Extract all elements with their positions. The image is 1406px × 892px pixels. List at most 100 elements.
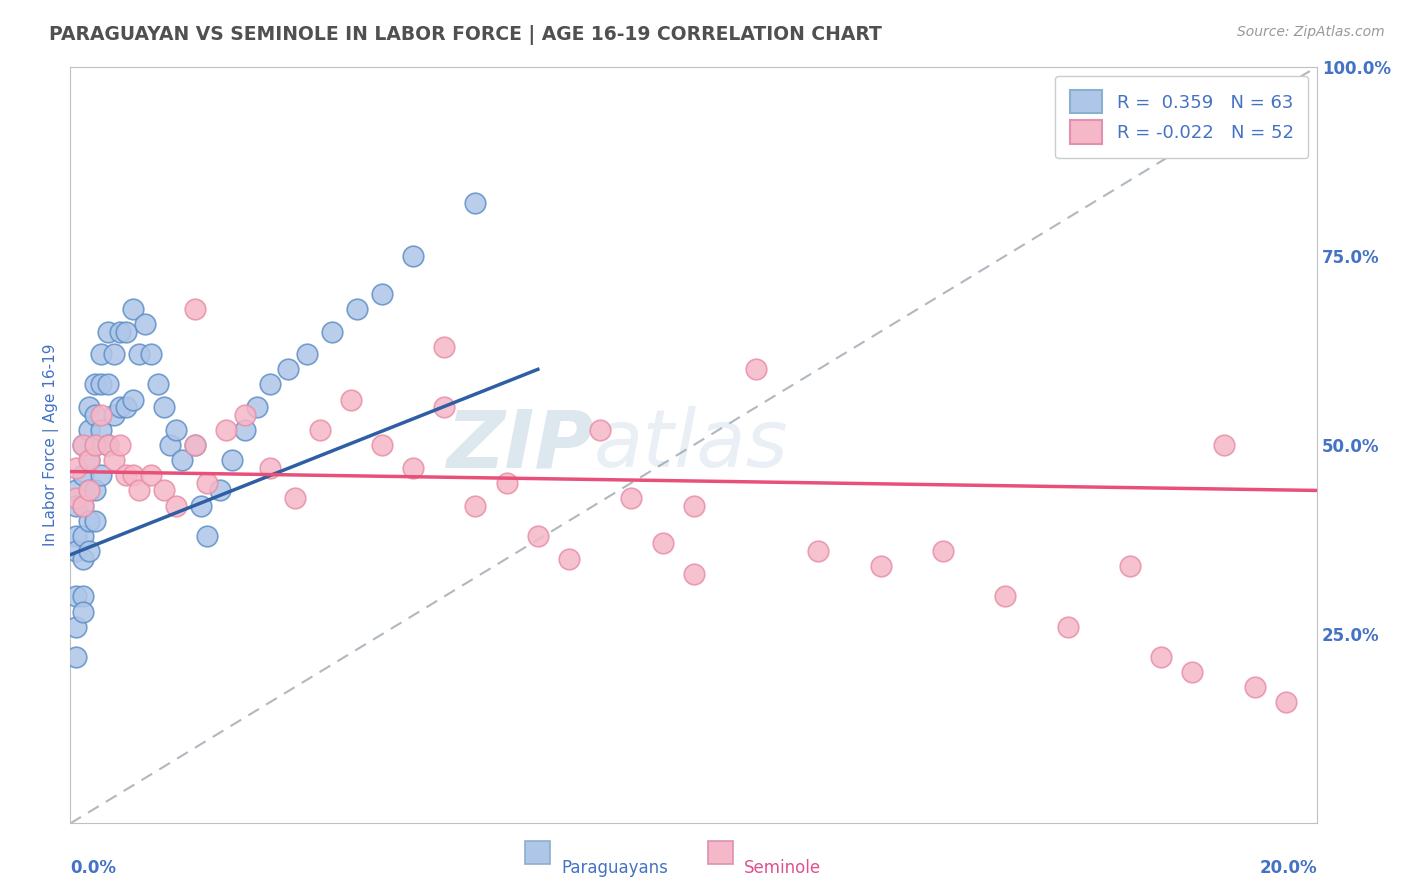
Point [65, 590, 87, 604]
Point [72, 499, 94, 513]
Point [72, 468, 94, 483]
Point [84, 377, 107, 392]
Point [103, 453, 125, 467]
Point [1119, 559, 1142, 574]
Point [90, 377, 112, 392]
Point [159, 438, 181, 452]
Point [90, 423, 112, 437]
Point [172, 453, 194, 467]
Point [65, 544, 87, 558]
Point [121, 301, 143, 316]
Point [215, 423, 238, 437]
Point [932, 544, 955, 558]
Point [97, 438, 120, 452]
Point [1212, 438, 1234, 452]
Point [72, 590, 94, 604]
Point [152, 400, 174, 414]
Point [103, 408, 125, 422]
Text: PARAGUAYAN VS SEMINOLE IN LABOR FORCE | AGE 16-19 CORRELATION CHART: PARAGUAYAN VS SEMINOLE IN LABOR FORCE | … [49, 25, 882, 45]
Point [807, 544, 830, 558]
Point [84, 514, 107, 528]
Point [165, 423, 187, 437]
Point [464, 195, 486, 210]
Point [77, 453, 100, 467]
Point [190, 499, 212, 513]
Point [72, 605, 94, 619]
Point [103, 347, 125, 361]
Point [65, 491, 87, 505]
Point [97, 325, 120, 339]
Point [128, 347, 150, 361]
Point [77, 483, 100, 498]
Point [682, 566, 704, 581]
Text: 20.0%: 20.0% [1260, 859, 1317, 877]
Point [495, 475, 517, 490]
Point [339, 392, 361, 407]
Point [72, 551, 94, 566]
Point [77, 423, 100, 437]
Point [115, 325, 138, 339]
Point [108, 438, 131, 452]
Point [308, 423, 330, 437]
Point [402, 460, 425, 475]
Point [165, 499, 187, 513]
Point [65, 483, 87, 498]
Point [994, 590, 1017, 604]
Point [141, 347, 163, 361]
Point [284, 491, 307, 505]
Point [84, 438, 107, 452]
Point [97, 438, 120, 452]
Point [72, 438, 94, 452]
Point [121, 468, 143, 483]
Text: ZIP: ZIP [447, 406, 593, 484]
Text: Paraguayans: Paraguayans [561, 859, 668, 877]
Point [1275, 695, 1298, 709]
Text: 0.0%: 0.0% [70, 859, 117, 877]
Point [65, 499, 87, 513]
Point [651, 536, 673, 550]
Point [246, 400, 269, 414]
Point [72, 438, 94, 452]
Point [115, 400, 138, 414]
Point [184, 438, 207, 452]
Point [108, 325, 131, 339]
Text: Source: ZipAtlas.com: Source: ZipAtlas.com [1237, 25, 1385, 39]
Point [84, 408, 107, 422]
Point [77, 514, 100, 528]
Text: atlas: atlas [593, 406, 789, 484]
Point [84, 483, 107, 498]
Point [65, 460, 87, 475]
Point [134, 317, 156, 331]
Point [128, 483, 150, 498]
Point [77, 400, 100, 414]
Point [259, 460, 281, 475]
Point [346, 301, 368, 316]
Point [121, 392, 143, 407]
Point [221, 453, 243, 467]
Point [108, 400, 131, 414]
Point [371, 286, 394, 301]
Point [146, 377, 169, 392]
Point [1181, 665, 1204, 679]
Point [433, 400, 456, 414]
Point [141, 468, 163, 483]
Point [77, 453, 100, 467]
Point [233, 408, 256, 422]
Point [197, 475, 219, 490]
Point [1056, 620, 1078, 634]
Point [90, 468, 112, 483]
Point [84, 438, 107, 452]
Point [184, 301, 207, 316]
Point [682, 499, 704, 513]
Point [90, 347, 112, 361]
Legend: R =  0.359   N = 63, R = -0.022   N = 52: R = 0.359 N = 63, R = -0.022 N = 52 [1056, 76, 1308, 158]
Point [152, 483, 174, 498]
Point [589, 423, 612, 437]
Point [65, 650, 87, 665]
Point [371, 438, 394, 452]
Point [321, 325, 343, 339]
Point [115, 468, 138, 483]
Point [233, 423, 256, 437]
Point [184, 438, 207, 452]
Point [402, 249, 425, 263]
